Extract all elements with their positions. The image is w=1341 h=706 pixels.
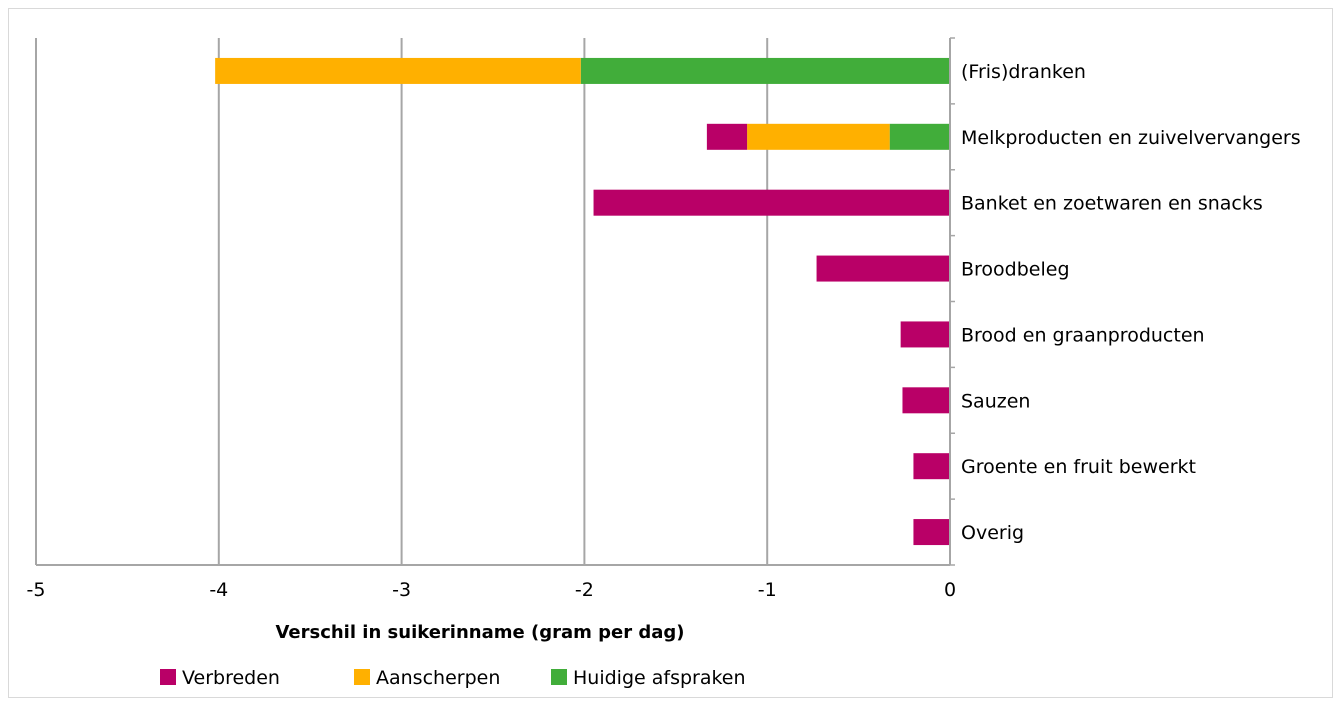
- legend-label: Verbreden: [182, 667, 280, 689]
- bar-verbreden: [706, 123, 748, 150]
- x-axis-title: Verschil in suikerinname (gram per dag): [275, 622, 684, 643]
- category-label: (Fris)dranken: [961, 61, 1086, 83]
- category-label: Brood en graanproducten: [961, 324, 1205, 346]
- category-label: Melkproducten en zuivelvervangers: [961, 127, 1301, 149]
- category-label: Overig: [961, 522, 1024, 544]
- bars-group: [215, 57, 950, 546]
- bar-verbreden: [900, 321, 950, 348]
- x-tick-label: -2: [575, 579, 594, 601]
- bar-verbreden: [902, 387, 950, 414]
- x-tick-label: -3: [392, 579, 411, 601]
- x-tick-label: -1: [758, 579, 777, 601]
- legend: Verbreden Aanscherpen Huidige afspraken: [160, 667, 746, 689]
- legend-label: Huidige afspraken: [573, 667, 746, 689]
- x-tick-labels: -5 -4 -3 -2 -1 0: [27, 579, 957, 601]
- bar-huidige-afspraken: [889, 123, 950, 150]
- bar-verbreden: [593, 189, 950, 216]
- category-labels: (Fris)dranken Melkproducten en zuivelverv…: [961, 61, 1301, 544]
- category-label: Groente en fruit bewerkt: [961, 456, 1196, 478]
- bar-verbreden: [913, 453, 950, 480]
- x-tick-label: -4: [209, 579, 228, 601]
- bar-aanscherpen: [215, 57, 581, 84]
- bar-aanscherpen: [747, 123, 890, 150]
- legend-swatch: [354, 669, 370, 685]
- legend-swatch: [160, 669, 176, 685]
- grid-lines: [35, 38, 951, 565]
- x-tick-label: -5: [27, 579, 46, 601]
- category-label: Sauzen: [961, 390, 1030, 412]
- axes: [36, 37, 955, 566]
- bar-huidige-afspraken: [580, 57, 950, 84]
- category-label: Banket en zoetwaren en snacks: [961, 193, 1263, 215]
- category-label: Broodbeleg: [961, 259, 1070, 281]
- legend-swatch: [551, 669, 567, 685]
- chart-frame: [8, 8, 1333, 698]
- legend-item: Verbreden: [160, 667, 280, 689]
- bar-verbreden: [913, 519, 950, 546]
- legend-item: Aanscherpen: [354, 667, 500, 689]
- x-tick-label: 0: [944, 579, 956, 601]
- legend-label: Aanscherpen: [376, 667, 500, 689]
- bar-verbreden: [816, 255, 950, 282]
- legend-item: Huidige afspraken: [551, 667, 746, 689]
